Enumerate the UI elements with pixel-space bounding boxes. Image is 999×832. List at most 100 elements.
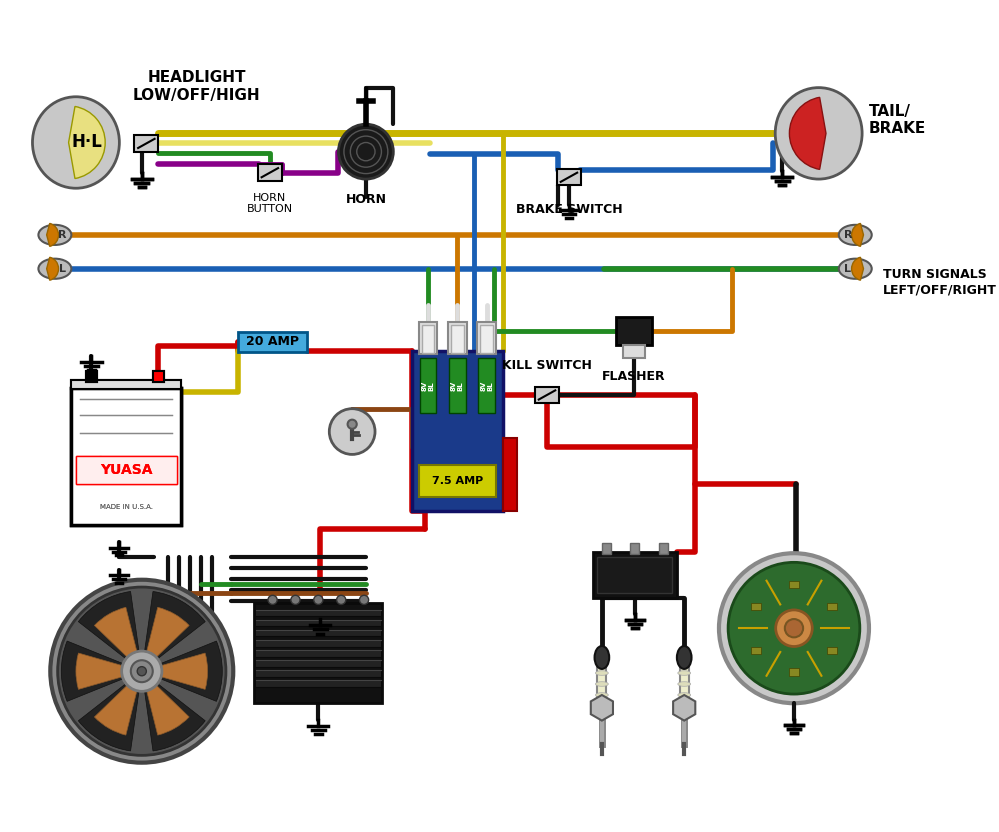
Wedge shape (69, 106, 105, 179)
Bar (789, 668, 798, 676)
Bar (86, 371, 97, 382)
Ellipse shape (677, 646, 691, 669)
Bar (592, 552, 677, 598)
Bar (615, 317, 652, 344)
Wedge shape (76, 653, 142, 690)
Text: MADE IN U.S.A.: MADE IN U.S.A. (100, 503, 153, 509)
Wedge shape (78, 671, 142, 751)
Text: L: L (844, 264, 851, 274)
Wedge shape (142, 671, 205, 751)
Wedge shape (851, 257, 863, 280)
Text: R: R (844, 230, 852, 240)
Bar (630, 543, 639, 554)
Bar (597, 657, 606, 708)
Text: 8V
BL: 8V BL (422, 381, 435, 391)
Bar (535, 387, 558, 404)
Bar (256, 671, 381, 676)
Polygon shape (93, 456, 108, 479)
Ellipse shape (595, 671, 608, 676)
Bar (256, 650, 381, 656)
Circle shape (268, 595, 277, 604)
Wedge shape (789, 97, 826, 170)
Bar (478, 322, 496, 354)
Bar (479, 359, 495, 414)
Text: KILL SWITCH: KILL SWITCH (502, 359, 592, 372)
Circle shape (339, 124, 394, 179)
Bar (422, 325, 435, 353)
Bar (238, 332, 308, 352)
Ellipse shape (595, 660, 608, 664)
Circle shape (337, 595, 346, 604)
Bar (71, 380, 181, 389)
Text: H·L: H·L (72, 133, 102, 151)
Bar (135, 135, 158, 151)
Circle shape (314, 595, 323, 604)
Circle shape (137, 666, 147, 676)
Bar (751, 646, 760, 654)
Ellipse shape (775, 87, 862, 179)
Text: YUASA: YUASA (100, 463, 153, 477)
Ellipse shape (595, 693, 608, 697)
Bar (76, 456, 177, 483)
Wedge shape (851, 224, 863, 246)
Bar (71, 388, 181, 525)
Ellipse shape (595, 681, 608, 686)
Circle shape (50, 580, 233, 763)
Ellipse shape (33, 97, 119, 188)
Bar (256, 610, 381, 617)
Text: HEADLIGHT
LOW/OFF/HIGH: HEADLIGHT LOW/OFF/HIGH (133, 70, 261, 102)
Ellipse shape (839, 225, 872, 245)
Bar (481, 325, 494, 353)
Circle shape (785, 619, 803, 637)
Bar (420, 359, 437, 414)
Bar (658, 543, 667, 554)
Text: L: L (59, 264, 66, 274)
Polygon shape (673, 695, 695, 721)
Wedge shape (142, 671, 189, 735)
Bar (71, 380, 181, 389)
Bar (557, 169, 580, 186)
Bar (153, 371, 164, 382)
Ellipse shape (38, 259, 71, 279)
Bar (256, 640, 381, 646)
Text: TURN SIGNALS
LEFT/OFF/RIGHT: TURN SIGNALS LEFT/OFF/RIGHT (883, 269, 997, 296)
Bar (412, 351, 503, 511)
Text: TAIL/
BRAKE: TAIL/ BRAKE (869, 104, 926, 136)
Circle shape (775, 610, 812, 646)
Ellipse shape (677, 681, 690, 686)
Ellipse shape (677, 693, 690, 697)
Ellipse shape (594, 646, 609, 669)
Wedge shape (95, 607, 142, 671)
Bar (827, 602, 836, 610)
Wedge shape (95, 671, 142, 735)
Ellipse shape (677, 660, 690, 664)
Bar (153, 371, 164, 382)
Circle shape (348, 419, 357, 428)
Circle shape (330, 409, 375, 454)
Circle shape (122, 651, 162, 691)
Text: 8V
BL: 8V BL (451, 381, 464, 391)
Wedge shape (78, 592, 142, 671)
Wedge shape (142, 653, 208, 690)
Ellipse shape (38, 225, 71, 245)
Bar (679, 657, 688, 708)
Text: MADE IN U.S.A.: MADE IN U.S.A. (100, 503, 153, 509)
Bar (256, 630, 381, 636)
Text: FLASHER: FLASHER (602, 370, 665, 384)
Circle shape (360, 595, 369, 604)
Circle shape (131, 661, 153, 682)
Bar (256, 661, 381, 666)
Bar (76, 456, 177, 483)
Bar (258, 165, 282, 181)
Bar (86, 371, 97, 382)
Text: HORN: HORN (346, 193, 387, 206)
Wedge shape (142, 641, 222, 701)
Bar (789, 581, 798, 588)
Circle shape (58, 587, 226, 755)
Text: 8V
BL: 8V BL (481, 381, 494, 391)
Circle shape (719, 553, 869, 703)
Ellipse shape (839, 259, 872, 279)
Bar (601, 543, 611, 554)
Circle shape (728, 562, 860, 694)
Bar (751, 602, 760, 610)
